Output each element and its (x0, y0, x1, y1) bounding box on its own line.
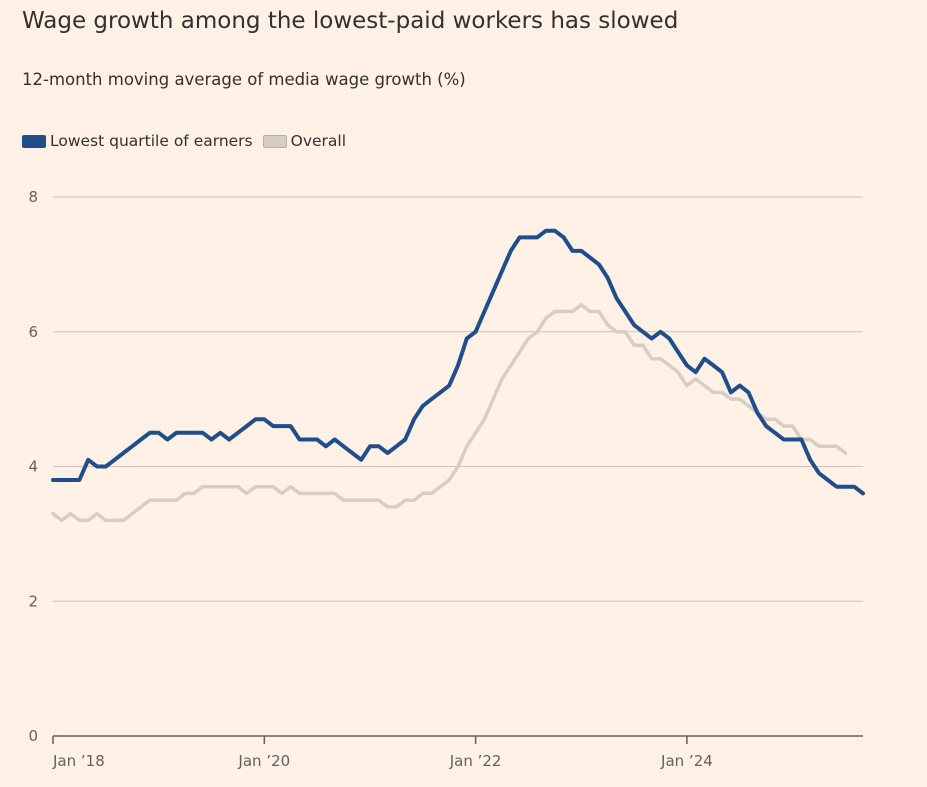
legend-swatch-overall (262, 134, 287, 148)
legend-item-overall: Overall (262, 132, 347, 150)
y-tick-label-2: 2 (28, 592, 38, 610)
series-lines (51, 228, 865, 523)
x-tick-label-2022-01: Jan ’22 (449, 752, 502, 770)
y-tick-label-0: 0 (28, 727, 38, 745)
x-tick-label-2020-01: Jan ’20 (237, 752, 290, 770)
x-tick-label-2018-01: Jan ’18 (52, 752, 105, 770)
legend-label-overall: Overall (290, 132, 347, 150)
series-line-overall (51, 303, 848, 523)
x-axis: Jan ’18 Jan ’20 Jan ’22 Jan ’24 (52, 735, 863, 770)
y-tick-labels: 0 2 4 6 8 (28, 188, 38, 745)
chart-subtitle: 12-month moving average of media wage gr… (22, 70, 466, 89)
legend-label-lowest-quartile: Lowest quartile of earners (50, 132, 253, 150)
y-tick-label-4: 4 (28, 458, 38, 476)
legend-swatch-lowest-quartile (22, 134, 46, 148)
chart-title: Wage growth among the lowest-paid worker… (22, 8, 679, 34)
legend-item-lowest-quartile: Lowest quartile of earners (22, 132, 253, 150)
series-line-lowest-quartile-of-earners (51, 228, 865, 496)
y-tick-label-8: 8 (28, 188, 38, 206)
gridlines (53, 196, 863, 602)
y-tick-label-6: 6 (28, 323, 38, 341)
chart-legend: Lowest quartile of earners Overall (22, 132, 356, 150)
x-tick-label-2024-01: Jan ’24 (660, 752, 713, 770)
